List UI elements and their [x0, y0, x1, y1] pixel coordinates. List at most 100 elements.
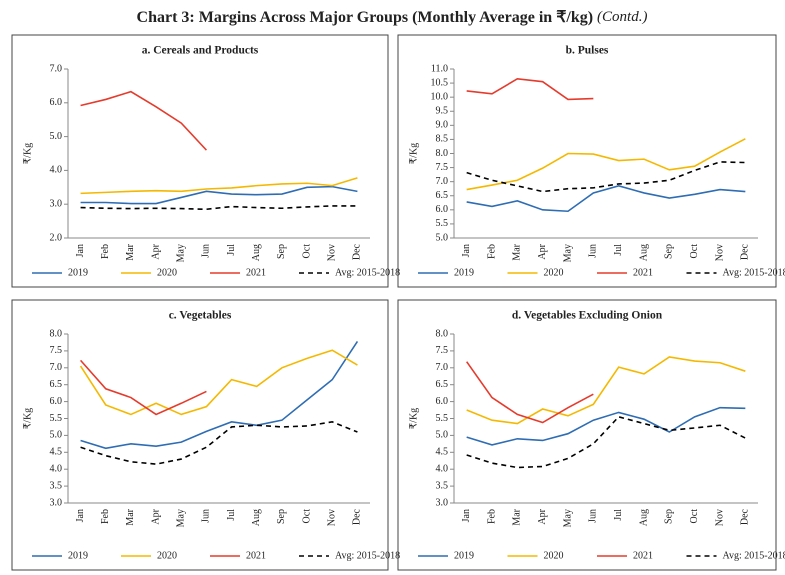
x-tick-label: Jul — [226, 244, 237, 256]
y-tick-label: 6.0 — [50, 97, 63, 108]
x-tick-label: Mar — [125, 243, 136, 260]
legend-label: 2019 — [68, 267, 88, 278]
y-tick-label: 4.5 — [50, 447, 63, 458]
y-tick-label: 3.5 — [50, 480, 63, 491]
x-tick-label: Dec — [740, 243, 751, 260]
y-tick-label: 7.0 — [50, 362, 63, 373]
y-tick-label: 3.0 — [50, 497, 63, 508]
y-axis-label: ₹/Kg — [408, 408, 419, 429]
legend-label: 2021 — [633, 267, 653, 278]
series-line — [80, 205, 358, 211]
x-tick-label: Nov — [327, 509, 338, 526]
y-tick-label: 3.0 — [50, 198, 63, 209]
panel-title: d. Vegetables Excluding Onion — [512, 310, 663, 322]
x-tick-label: Dec — [740, 508, 751, 525]
x-tick-label: Mar — [125, 508, 136, 525]
y-tick-label: 8.0 — [436, 148, 449, 159]
y-tick-label: 5.5 — [50, 413, 63, 424]
legend-label: 2021 — [246, 550, 266, 561]
x-tick-label: Aug — [251, 509, 262, 526]
y-tick-label: 4.5 — [436, 447, 449, 458]
y-tick-label: 10.0 — [431, 91, 449, 102]
y-tick-label: 9.5 — [436, 106, 449, 117]
series-line — [466, 361, 594, 424]
legend-label: 2020 — [544, 267, 564, 278]
series-line — [79, 359, 207, 416]
y-tick-label: 7.5 — [436, 162, 449, 173]
y-tick-label: 6.5 — [436, 190, 449, 201]
x-tick-label: Jul — [226, 509, 237, 521]
series-line — [466, 138, 746, 191]
panel-title: a. Cereals and Products — [142, 45, 259, 57]
y-tick-label: 5.5 — [436, 413, 449, 424]
legend-label: 2019 — [454, 267, 474, 278]
legend-label: 2021 — [246, 267, 266, 278]
legend-label: 2020 — [544, 550, 564, 561]
series-line — [466, 161, 746, 193]
series-line — [80, 90, 208, 151]
panel-border — [11, 34, 389, 288]
x-tick-label: Sep — [276, 509, 287, 524]
y-tick-label: 8.0 — [436, 328, 449, 339]
y-tick-label: 7.0 — [436, 362, 449, 373]
x-tick-label: Feb — [100, 509, 111, 524]
x-tick-label: Jan — [461, 509, 472, 522]
y-tick-label: 5.0 — [50, 131, 63, 142]
x-tick-label: Jun — [201, 509, 212, 523]
x-tick-label: Sep — [664, 244, 675, 259]
x-tick-label: May — [562, 244, 573, 262]
y-tick-label: 4.0 — [436, 463, 449, 474]
y-axis-label: ₹/Kg — [22, 143, 33, 164]
y-tick-label: 5.5 — [436, 218, 449, 229]
x-tick-label: Nov — [714, 509, 725, 526]
x-tick-label: Nov — [714, 244, 725, 261]
x-tick-label: Oct — [301, 509, 312, 524]
y-tick-label: 8.5 — [436, 134, 449, 145]
x-tick-label: Oct — [301, 244, 312, 259]
x-tick-label: May — [562, 509, 573, 527]
y-tick-label: 7.0 — [436, 176, 449, 187]
y-tick-label: 3.5 — [436, 480, 449, 491]
x-tick-label: Jan — [75, 509, 86, 522]
series-line — [80, 421, 358, 465]
legend-label: 2019 — [68, 550, 88, 561]
panel-border — [11, 299, 389, 571]
y-tick-label: 7.5 — [50, 345, 63, 356]
y-tick-label: 10.5 — [431, 77, 449, 88]
x-tick-label: Apr — [537, 243, 548, 259]
legend-label: Avg: 2015-2018 — [335, 550, 400, 561]
x-tick-label: Jun — [201, 244, 212, 258]
x-tick-label: Aug — [638, 509, 649, 526]
series-line — [80, 185, 358, 205]
x-tick-label: Mar — [512, 508, 523, 525]
legend-label: 2020 — [157, 550, 177, 561]
x-tick-label: Sep — [276, 244, 287, 259]
y-tick-label: 6.0 — [50, 396, 63, 407]
y-tick-label: 5.0 — [436, 430, 449, 441]
legend-label: 2020 — [157, 267, 177, 278]
series-line — [80, 177, 358, 195]
legend-label: Avg: 2015-2018 — [335, 267, 400, 278]
y-tick-label: 6.5 — [50, 379, 63, 390]
x-tick-label: Apr — [150, 508, 161, 524]
x-tick-label: Jun — [588, 509, 599, 523]
y-tick-label: 6.0 — [436, 396, 449, 407]
figure-title: Chart 3: Margins Across Major Groups (Mo… — [137, 9, 648, 26]
x-tick-label: Feb — [486, 509, 497, 524]
x-tick-label: Jul — [613, 244, 624, 256]
y-tick-label: 4.0 — [50, 463, 63, 474]
x-tick-label: Dec — [352, 243, 363, 260]
panel-title: c. Vegetables — [169, 310, 232, 322]
panel-title: b. Pulses — [566, 45, 609, 57]
x-tick-label: Aug — [251, 244, 262, 261]
y-tick-label: 7.0 — [50, 63, 63, 74]
legend-label: 2021 — [633, 550, 653, 561]
y-tick-label: 4.0 — [50, 165, 63, 176]
x-tick-label: Oct — [689, 509, 700, 524]
x-tick-label: Jul — [613, 509, 624, 521]
x-tick-label: Feb — [486, 244, 497, 259]
series-line — [466, 415, 746, 469]
y-tick-label: 3.0 — [436, 497, 449, 508]
series-line — [466, 78, 594, 101]
